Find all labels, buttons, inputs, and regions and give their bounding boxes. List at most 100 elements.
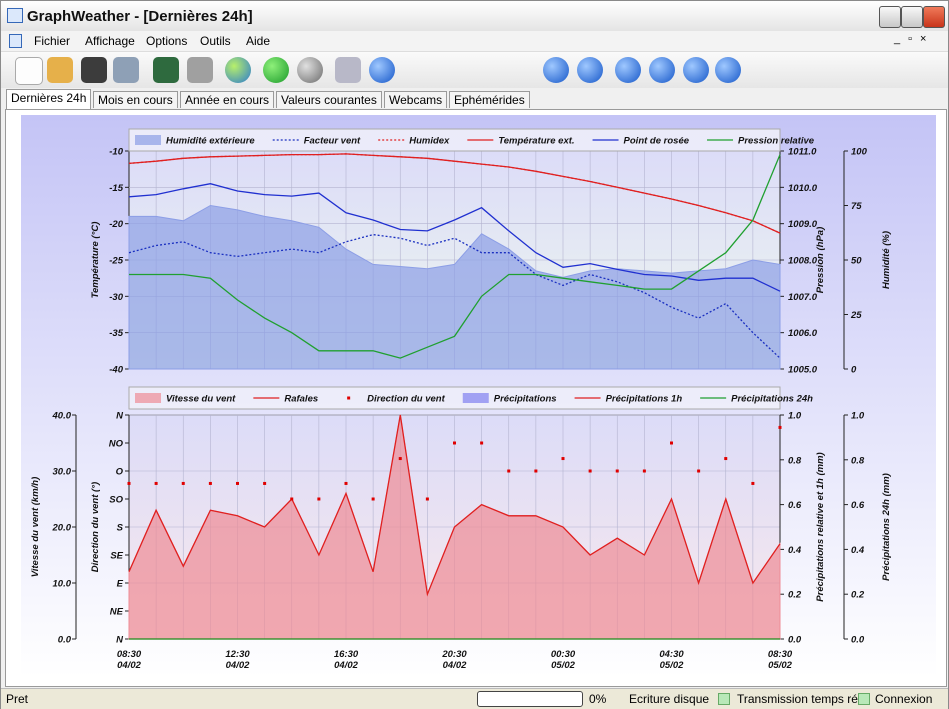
title-bar: GraphWeather - [Dernières 24h] (1, 1, 948, 31)
app-icon (7, 8, 23, 23)
tick-label: -20 (109, 219, 123, 230)
legend-swatch (135, 393, 161, 403)
tick-label: E (117, 579, 124, 590)
line (128, 414, 781, 597)
tick-label: 0.0 (851, 635, 865, 646)
axis-title: Humidité (%) (881, 231, 892, 289)
prev-button[interactable] (649, 57, 675, 83)
ftp-button[interactable] (263, 57, 289, 83)
point (697, 469, 701, 473)
tab[interactable]: Dernières 24h (6, 89, 92, 110)
legend-label: Point de rosée (624, 136, 690, 147)
tick-label: SE (110, 551, 123, 562)
close-button[interactable] (923, 6, 945, 28)
tick-label: 20.0 (52, 523, 72, 534)
next-button[interactable] (683, 57, 709, 83)
last-button[interactable] (715, 57, 741, 83)
tick-label: 1.0 (851, 411, 865, 422)
legend-label: Humidex (409, 136, 450, 147)
open-button[interactable] (47, 57, 73, 83)
tick-label: NO (109, 439, 124, 450)
legend-label: Humidité extérieure (166, 136, 255, 147)
point (453, 441, 456, 445)
save-button[interactable] (81, 57, 107, 83)
tick-label: 0.4 (788, 545, 802, 556)
x-tick-date: 04/02 (117, 660, 141, 671)
point (127, 481, 131, 485)
point (236, 481, 239, 485)
tick-label: -40 (109, 365, 123, 376)
minimize-button[interactable] (879, 6, 901, 28)
point (371, 497, 375, 501)
tab[interactable]: Ephémérides (449, 91, 530, 108)
first-button[interactable] (615, 57, 641, 83)
tick-label: 1010.0 (788, 183, 818, 194)
export-button[interactable] (153, 57, 179, 83)
area (128, 204, 781, 370)
new-button[interactable] (15, 57, 43, 85)
x-tick-label: 20:30 (441, 649, 467, 660)
tick-label: -25 (109, 256, 123, 267)
web-button[interactable] (225, 57, 251, 83)
x-tick-label: 08:30 (117, 649, 142, 660)
menu-item[interactable]: Options (146, 34, 188, 48)
legend-box (128, 128, 781, 152)
tab[interactable]: Webcams (384, 91, 448, 108)
status-item: Connexion (875, 692, 933, 706)
tick-label: -35 (109, 328, 123, 339)
legend-label: Direction du vent (367, 394, 445, 405)
point (263, 481, 267, 485)
x-tick-date: 05/02 (768, 660, 792, 671)
x-tick-label: 00:30 (551, 649, 576, 660)
tick-label: 0.8 (851, 455, 865, 466)
x-tick-date: 04/02 (226, 660, 250, 671)
axis-title: Pression (hPa) (815, 227, 826, 294)
progress-text: 0% (589, 692, 607, 706)
line (129, 154, 781, 359)
tick-label: 1007.0 (788, 292, 818, 303)
info-button[interactable] (369, 57, 395, 83)
tab[interactable]: Année en cours (180, 91, 275, 108)
legend-label: Vitesse du vent (166, 394, 236, 405)
tick-label: 0.0 (58, 635, 72, 646)
status-text: Pret (6, 692, 29, 706)
menu-item[interactable]: Affichage (85, 34, 135, 48)
point (480, 441, 484, 445)
tick-label: SO (109, 495, 123, 506)
menu-item[interactable]: Aide (246, 34, 271, 48)
tick-label: 0.4 (851, 545, 865, 556)
maximize-button[interactable] (901, 6, 923, 28)
print-button[interactable] (113, 57, 139, 83)
point (208, 481, 212, 485)
tick-label: 40.0 (52, 411, 72, 422)
mdi-controls[interactable]: _▫× (894, 33, 935, 45)
x-tick-date: 04/02 (334, 660, 358, 671)
legend-box (128, 386, 781, 410)
tick-label: 10.0 (53, 579, 72, 590)
archive-button[interactable] (187, 57, 213, 83)
x-tick-label: 12:30 (225, 649, 250, 660)
line (128, 153, 781, 234)
tick-label: O (116, 467, 124, 478)
status-item: Transmission temps réel (737, 692, 868, 706)
menu-item[interactable]: Fichier (34, 34, 71, 48)
point (507, 469, 511, 473)
legend-label: Précipitations 24h (731, 394, 813, 405)
tab[interactable]: Valeurs courantes (276, 91, 382, 108)
axis-title: Vitesse du vent (km/h) (30, 477, 41, 577)
tab[interactable]: Mois en cours (93, 91, 178, 108)
point (344, 481, 348, 485)
tick-label: 1011.0 (788, 147, 817, 158)
point (317, 497, 321, 501)
menu-item[interactable]: Outils (200, 34, 231, 48)
12h-button[interactable] (543, 57, 569, 83)
stop-button[interactable] (297, 57, 323, 83)
point (615, 469, 619, 473)
x-tick-date: 05/02 (660, 660, 684, 671)
tools-button[interactable] (335, 57, 361, 83)
24h-button[interactable] (577, 57, 603, 83)
legend-label: Pression relative (738, 136, 815, 147)
point (778, 425, 782, 429)
tick-label: N (116, 411, 124, 422)
